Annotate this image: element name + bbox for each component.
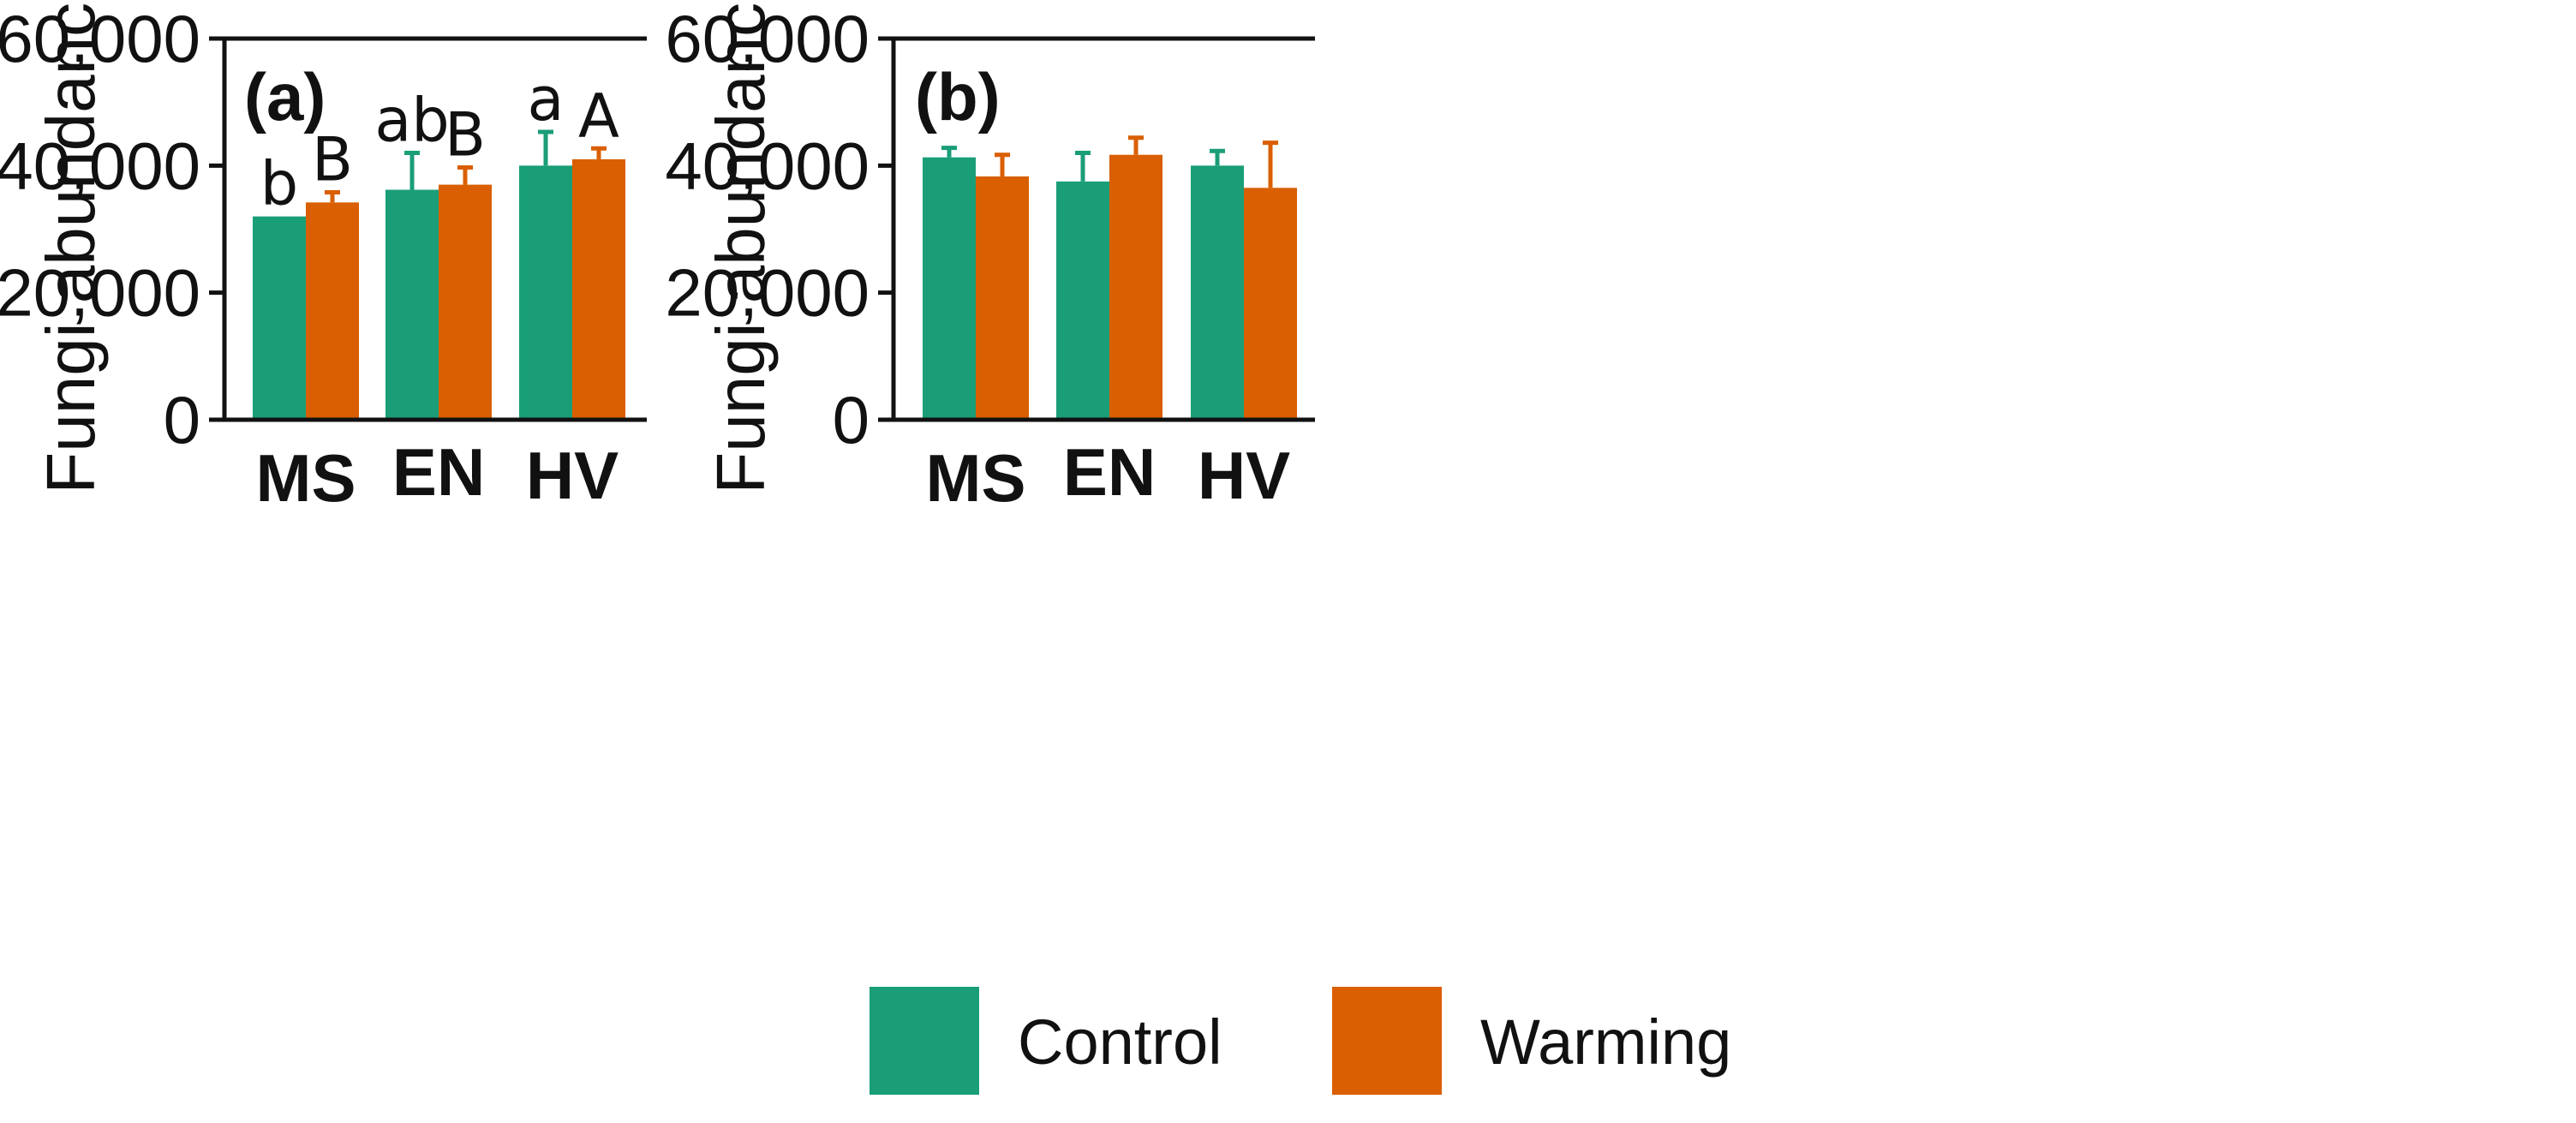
- panel-label: (a): [244, 59, 326, 134]
- bar-control-en: [1056, 181, 1109, 420]
- bar-control-ms: [253, 216, 306, 420]
- y-axis-title: Fungi abundance: [702, 0, 779, 494]
- legend-swatch-warming: [1332, 987, 1442, 1095]
- y-tick-label: 60,000: [0, 1, 200, 76]
- legend: Control Warming: [870, 987, 1731, 1095]
- panel-label: (b): [915, 59, 1001, 134]
- bar-control-ms: [923, 157, 976, 421]
- bar-warming-ms: [976, 176, 1029, 421]
- x-category-label-en: EN: [392, 434, 485, 510]
- y-tick-label: 60,000: [665, 1, 870, 76]
- significance-label-control-hv: a: [528, 64, 565, 134]
- bar-warming-hv: [572, 158, 625, 420]
- y-tick-label: 40,000: [665, 128, 870, 203]
- bar-warming-ms: [306, 202, 359, 420]
- bar-control-en: [386, 189, 439, 420]
- bar-warming-en: [439, 184, 492, 421]
- significance-label-warming-ms: B: [312, 124, 353, 194]
- legend-swatch-control: [870, 987, 979, 1095]
- legend-label-warming: Warming: [1480, 1007, 1731, 1078]
- y-tick-label: 0: [833, 382, 870, 457]
- y-tick-label: 0: [164, 382, 200, 457]
- y-tick-label: 20,000: [665, 255, 870, 331]
- panel-b: 0 20,000 40,000 60,000 MS EN HV Fungi abundance…: [665, 0, 1315, 516]
- legend-label-control: Control: [1018, 1007, 1222, 1078]
- y-axis-title: Fungi abundance: [33, 0, 109, 494]
- bar-control-hv: [519, 165, 572, 421]
- significance-label-warming-en: B: [445, 100, 486, 170]
- y-tick-label: 20,000: [0, 255, 200, 331]
- bar-warming-hv: [1244, 188, 1297, 420]
- significance-label-warming-hv: A: [578, 81, 619, 151]
- y-tick-label: 40,000: [0, 128, 200, 203]
- x-category-label-ms: MS: [926, 440, 1026, 516]
- significance-label-control-ms: b: [260, 149, 298, 219]
- x-category-label-en: EN: [1063, 434, 1156, 510]
- x-category-label-ms: MS: [256, 440, 356, 516]
- x-category-label-hv: HV: [526, 438, 619, 513]
- bar-warming-en: [1109, 154, 1162, 420]
- significance-label-control-en: ab: [374, 86, 449, 156]
- x-category-label-hv: HV: [1198, 438, 1290, 513]
- bar-control-hv: [1191, 165, 1244, 421]
